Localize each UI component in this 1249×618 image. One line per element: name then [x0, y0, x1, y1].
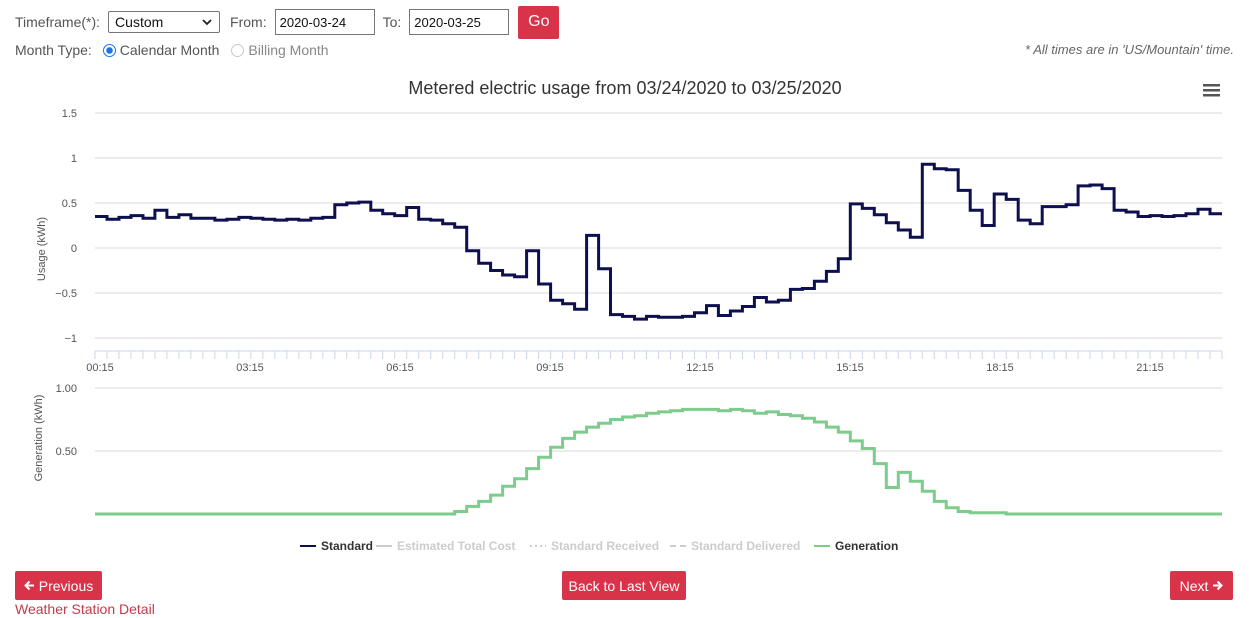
- usage-x-tick-label: 00:15: [86, 362, 114, 374]
- usage-x-tick-label: 15:15: [836, 362, 864, 374]
- legend-item-4[interactable]: Generation: [814, 539, 898, 553]
- legend-item-2[interactable]: Standard Received: [530, 539, 659, 553]
- previous-button[interactable]: Previous: [15, 571, 102, 600]
- timeframe-controls: Timeframe(*): Custom From: 2020-03-24 To…: [15, 5, 560, 39]
- usage-x-axis: 00:15 03:15 06:15 09:15 12:15 15:15 18:15 21:15: [86, 350, 1223, 374]
- from-date-input[interactable]: 2020-03-24: [274, 9, 375, 35]
- go-button[interactable]: Go: [518, 5, 560, 39]
- usage-y-tick-label: −0.5: [55, 288, 77, 300]
- generation-y-tick-label: 1.00: [56, 383, 77, 395]
- usage-y-tick-label: −1: [64, 333, 77, 345]
- legend-label: Generation: [835, 539, 898, 553]
- from-label: From:: [230, 14, 267, 30]
- usage-x-tick-label: 09:15: [536, 362, 564, 374]
- next-button-label: Next: [1179, 577, 1209, 594]
- generation-y-axis-label: Generation (kWh): [33, 395, 45, 482]
- usage-chart: Metered electric usage from 03/24/2020 t…: [33, 78, 1223, 553]
- chart-legend: Standard Estimated Total Cost Standard Rec…: [300, 539, 898, 553]
- weather-station-link[interactable]: Weather Station Detail: [15, 601, 155, 617]
- timezone-note: * All times are in 'US/Mountain' time.: [1025, 42, 1234, 57]
- legend-label: Standard: [321, 539, 373, 553]
- billing-month-radio[interactable]: [231, 43, 245, 57]
- usage-y-tick-label: 0: [71, 243, 77, 255]
- usage-y-tick-label: 0.5: [62, 198, 77, 210]
- hamburger-menu-icon[interactable]: [1203, 84, 1220, 97]
- usage-x-tick-label: 18:15: [986, 362, 1014, 374]
- usage-x-tick-label: 03:15: [236, 362, 264, 374]
- generation-gridlines: [95, 387, 1222, 452]
- chevron-down-icon: [202, 19, 212, 26]
- usage-x-tick-label: 06:15: [386, 362, 414, 374]
- month-type-label: Month Type:: [15, 42, 92, 58]
- usage-y-axis-label: Usage (kWh): [36, 217, 48, 281]
- usage-y-tick-label: 1.5: [62, 108, 77, 120]
- timeframe-select[interactable]: Custom: [108, 11, 221, 33]
- calendar-month-radio[interactable]: [102, 43, 116, 57]
- to-label: To:: [382, 14, 402, 30]
- arrow-left-icon: [23, 580, 34, 591]
- legend-item-0[interactable]: Standard: [300, 539, 373, 553]
- month-type-controls: Month Type: Calendar Month Billing Month: [15, 42, 329, 58]
- usage-x-tick-label: 12:15: [686, 362, 714, 374]
- legend-label: Standard Received: [551, 539, 659, 553]
- generation-y-tick-label: 0.50: [56, 446, 77, 458]
- generation-y-axis: 1.00 0.50: [56, 383, 77, 458]
- standard-series-line: [95, 162, 1222, 321]
- to-date-input[interactable]: 2020-03-25: [409, 9, 510, 35]
- back-to-last-view-button[interactable]: Back to Last View: [562, 571, 686, 600]
- usage-y-axis: 1.5 1 0.5 0 −0.5 −1: [55, 108, 77, 345]
- usage-y-tick-label: 1: [71, 153, 77, 165]
- timeframe-selected-value: Custom: [115, 14, 164, 30]
- timeframe-label: Timeframe(*):: [15, 14, 101, 30]
- next-button[interactable]: Next: [1170, 571, 1233, 600]
- generation-series-line: [95, 407, 1222, 516]
- previous-button-label: Previous: [38, 577, 94, 594]
- calendar-month-label[interactable]: Calendar Month: [119, 42, 220, 58]
- legend-label: Standard Delivered: [691, 539, 800, 553]
- legend-label: Estimated Total Cost: [397, 539, 515, 553]
- billing-month-label[interactable]: Billing Month: [248, 42, 329, 58]
- usage-x-tick-label: 21:15: [1136, 362, 1164, 374]
- chart-title: Metered electric usage from 03/24/2020 t…: [408, 78, 841, 98]
- arrow-right-icon: [1213, 580, 1224, 591]
- legend-item-1[interactable]: Estimated Total Cost: [376, 539, 515, 553]
- legend-item-3[interactable]: Standard Delivered: [670, 539, 800, 553]
- usage-gridlines: [95, 112, 1222, 339]
